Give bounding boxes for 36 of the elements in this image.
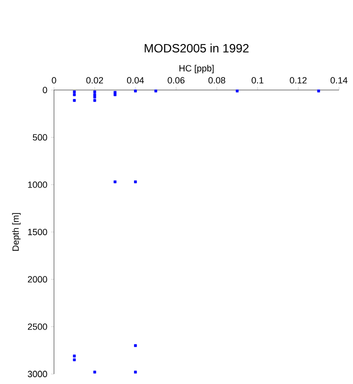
point (134, 90, 137, 92)
chart-title: MODS2005 in 1992 (144, 44, 249, 52)
y-tick-label: 2000 (28, 276, 48, 283)
point (72, 90, 76, 94)
point (317, 90, 320, 92)
point (72, 99, 76, 102)
point (93, 99, 96, 102)
point (134, 344, 137, 348)
x-axis-title: HC [ppb] (179, 64, 214, 74)
y-tick-label: 500 (32, 134, 48, 141)
point (72, 93, 76, 96)
x-tick-label: 0.12 (290, 77, 307, 84)
point (72, 358, 76, 362)
point (236, 90, 239, 92)
x-tick-label: 0.14 (330, 77, 348, 84)
y-tick-label: 0 (42, 86, 48, 94)
x-tick-label: 0 (52, 77, 56, 84)
point (93, 90, 96, 94)
point (93, 96, 96, 99)
x-tick-label: 0.08 (208, 77, 226, 84)
y-tick-label: 1500 (28, 228, 48, 236)
x-tick-label: 0.04 (127, 77, 144, 84)
y-tick-label: 2500 (28, 323, 48, 330)
y-tick-label: 1000 (28, 181, 48, 188)
point (114, 93, 116, 96)
point (134, 180, 137, 184)
x-tick-label: 0.02 (86, 77, 104, 84)
point (134, 370, 137, 374)
y-axis-title: Depth [m] (12, 213, 21, 251)
x-tick-label: 0.1 (252, 77, 264, 84)
point (93, 370, 96, 374)
point (154, 90, 158, 92)
point (72, 354, 76, 358)
y-tick-label: 3000 (28, 370, 48, 378)
x-tick-label: 0.06 (168, 77, 184, 84)
point (114, 180, 116, 184)
